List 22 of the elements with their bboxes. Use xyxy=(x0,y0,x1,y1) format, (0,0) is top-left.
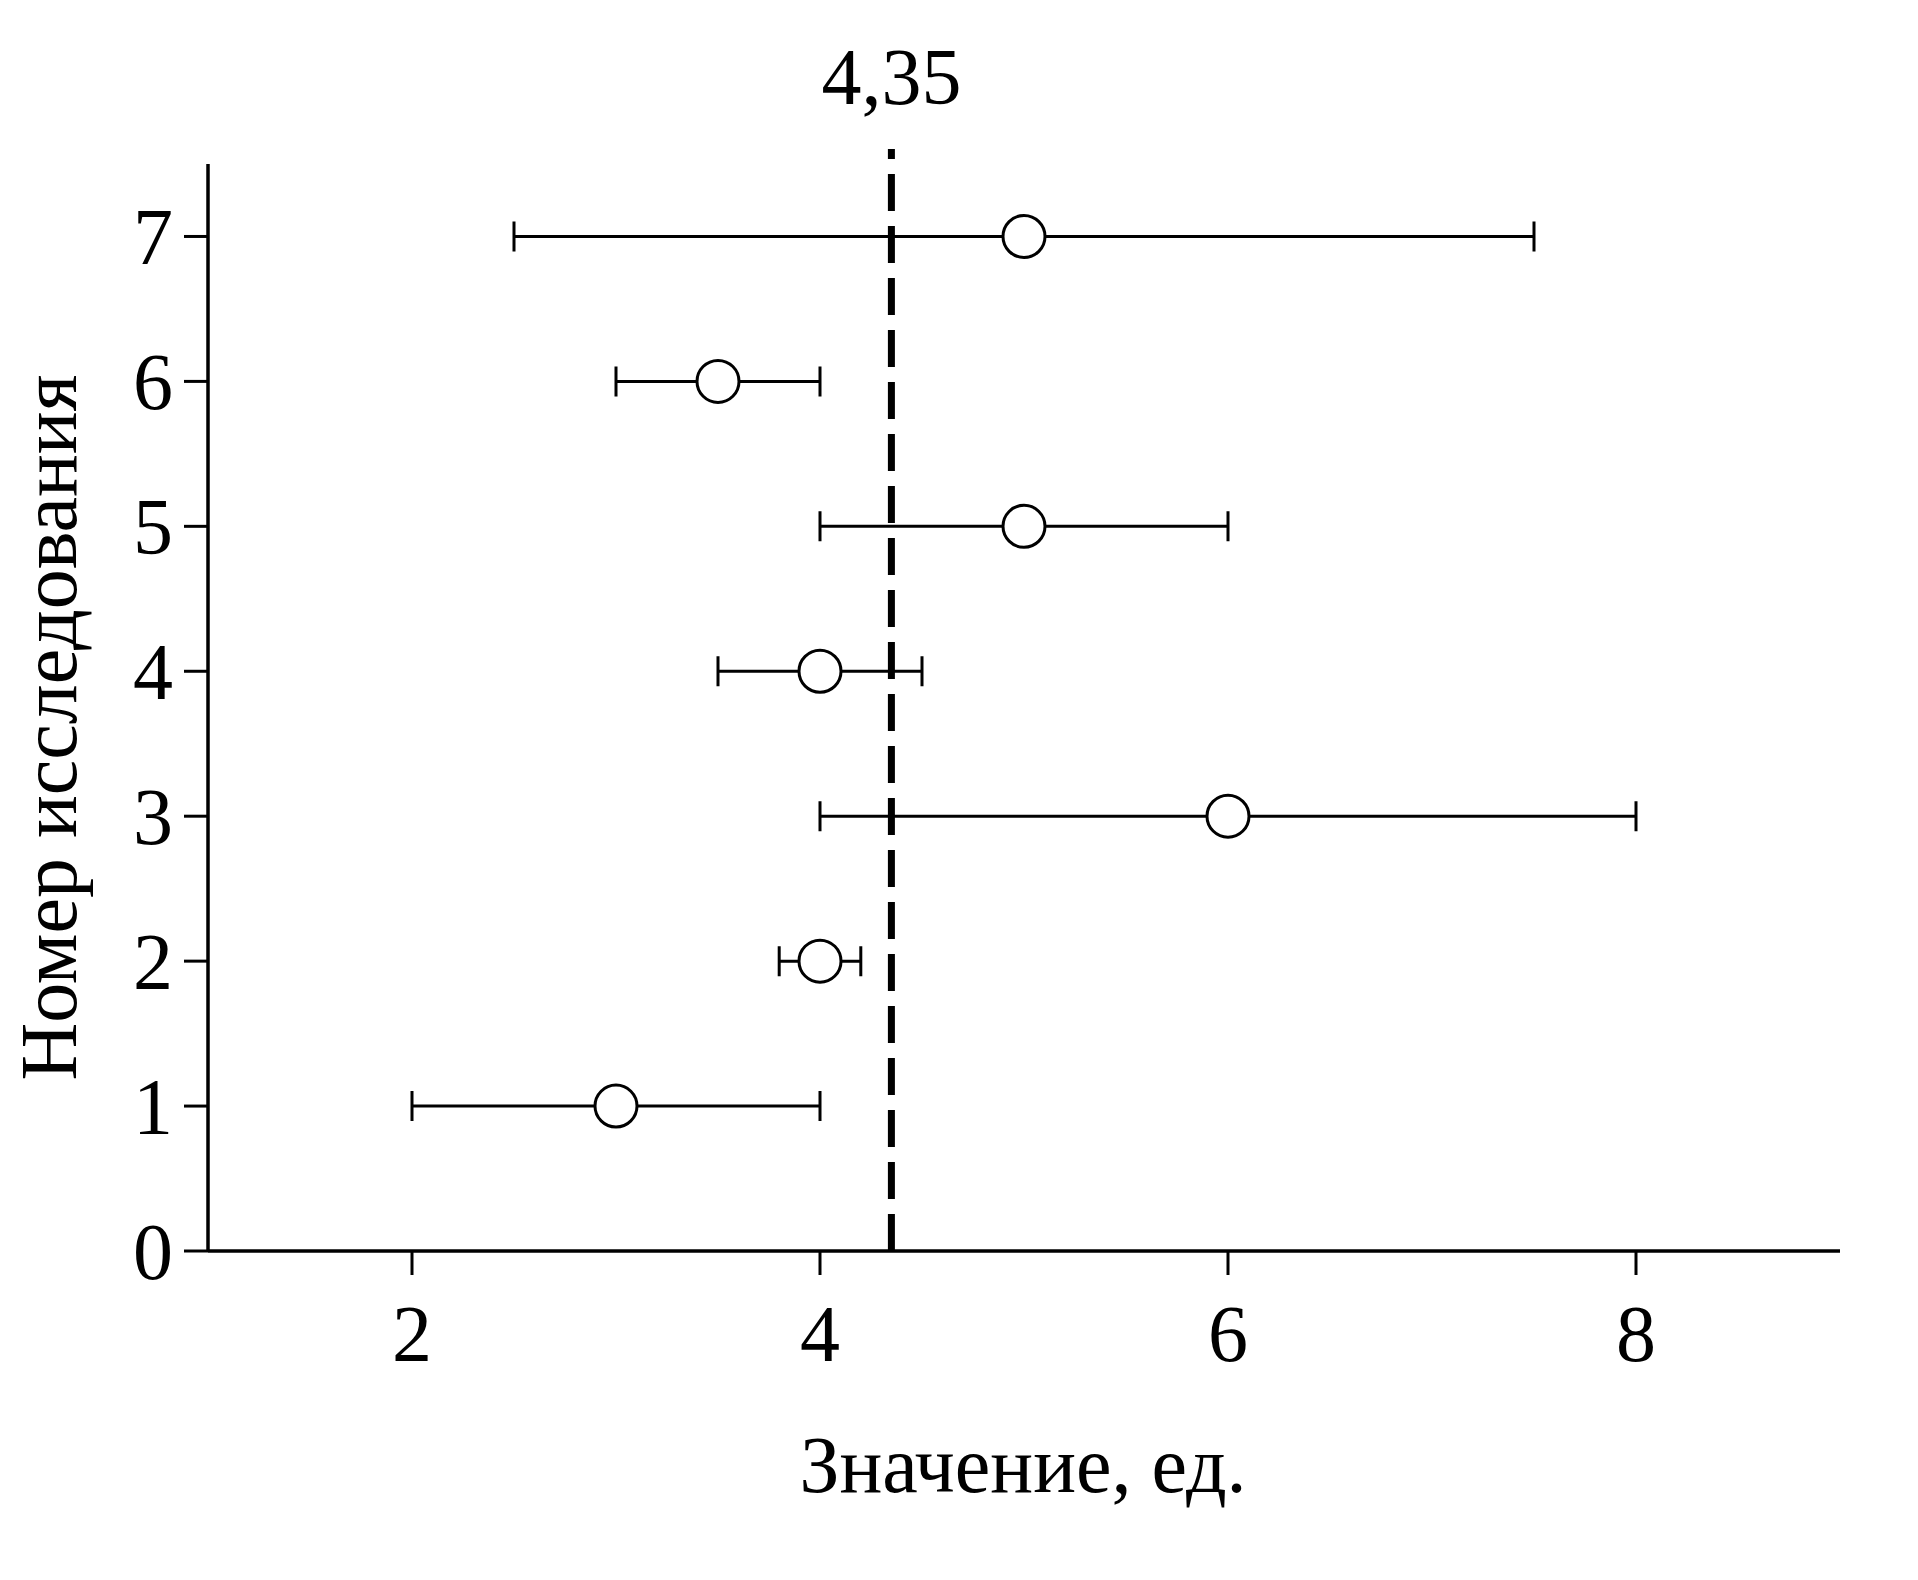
x-tick-label: 6 xyxy=(1208,1290,1248,1378)
x-axis-title: Значение, ед. xyxy=(799,1421,1247,1509)
y-tick-label: 4 xyxy=(133,628,173,717)
y-tick-label: 5 xyxy=(133,483,173,572)
point xyxy=(695,358,741,404)
point xyxy=(1001,213,1047,259)
point xyxy=(593,1083,639,1129)
ref-line-label: 4,35 xyxy=(821,33,962,121)
y-tick-label: 2 xyxy=(133,918,173,1007)
x-tick-label: 4 xyxy=(800,1290,840,1378)
y-tick-label: 1 xyxy=(133,1063,173,1152)
y-tick-label: 0 xyxy=(133,1208,173,1296)
x-tick-label: 2 xyxy=(392,1290,432,1378)
y-tick-label: 6 xyxy=(133,338,173,427)
point xyxy=(1205,793,1251,839)
x-tick-label: 8 xyxy=(1616,1290,1656,1378)
y-tick-label: 3 xyxy=(133,773,173,862)
point xyxy=(797,648,843,694)
y-axis-title: Номер исследования xyxy=(5,374,93,1081)
y-tick-label: 7 xyxy=(133,193,173,282)
point xyxy=(1001,503,1047,549)
point xyxy=(797,938,843,984)
